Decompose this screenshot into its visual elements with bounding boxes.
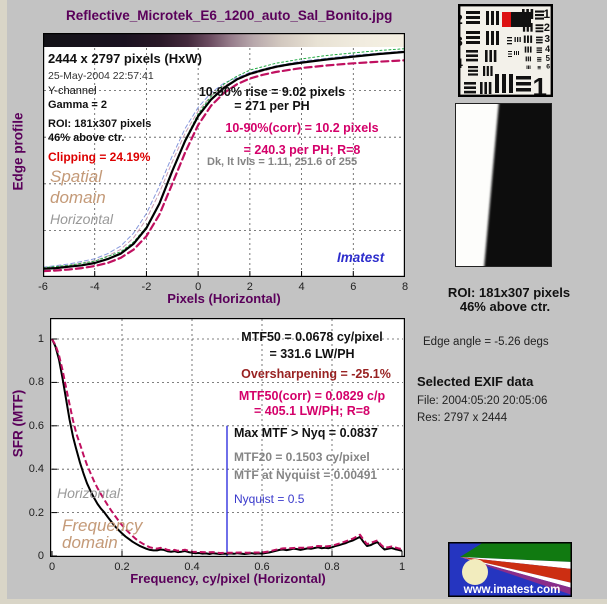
x-tick-label: 0 bbox=[195, 281, 202, 293]
svg-text:6: 6 bbox=[546, 64, 550, 71]
x-tick-label: 0.2 bbox=[114, 561, 130, 573]
y-tick-label: 1 bbox=[37, 333, 44, 345]
x-tick-label: 0.4 bbox=[184, 561, 200, 573]
gamma-text: Gamma = 2 bbox=[48, 99, 108, 111]
svg-text:1: 1 bbox=[543, 7, 550, 21]
y-tick-label: 0.8 bbox=[28, 376, 44, 389]
imatest-watermark: Imatest bbox=[337, 250, 385, 265]
x-tick-label: -2 bbox=[141, 281, 152, 293]
mtf20-text: MTF20 = 0.1503 cy/pixel bbox=[234, 450, 370, 464]
logo-url-text: www.imatest.com bbox=[463, 584, 561, 596]
frequency-domain-label-line1: Frequency bbox=[62, 516, 143, 535]
x-tick-label: 4 bbox=[298, 281, 305, 293]
roi-caption-line2: 46% above ctr. bbox=[459, 299, 551, 314]
mtf50-text-line2: = 331.6 LW/PH bbox=[269, 347, 355, 361]
svg-text:3: 3 bbox=[458, 33, 463, 49]
roi-caption-line1: ROI: 181x307 pixels bbox=[447, 285, 571, 300]
rise-corrected-text-line1: 10-90%(corr) = 10.2 pixels bbox=[225, 121, 379, 135]
clipping-text: Clipping = 24.19% bbox=[48, 150, 151, 164]
dark-light-levels-text: Dk, lt lvls = 1.11, 251.6 of 255 bbox=[207, 156, 358, 168]
y-tick-label: 0.2 bbox=[28, 506, 44, 519]
edge-profile-plot bbox=[43, 33, 405, 277]
x-tick-label: 1 bbox=[398, 561, 406, 573]
x-tick-label: 0.8 bbox=[324, 561, 340, 573]
exif-resolution-text: Res: 2797 x 2444 bbox=[417, 412, 508, 424]
mtf-plot-x-axis-label: Frequency, cy/pixel (Horizontal) bbox=[130, 571, 326, 586]
exif-header: Selected EXIF data bbox=[417, 374, 534, 389]
frequency-domain-label-line2: domain bbox=[62, 533, 118, 552]
y-tick-label: 0.4 bbox=[28, 463, 44, 476]
exif-file-text: File: 2004:05:20 20:05:06 bbox=[417, 395, 548, 407]
edge-plot-y-axis-label: Edge profile bbox=[10, 112, 26, 191]
edge-angle-text: Edge angle = -5.26 degs bbox=[423, 336, 549, 348]
rise-text-line2: = 271 per PH bbox=[234, 99, 310, 113]
window-edge-left bbox=[0, 0, 7, 604]
rise-corrected-text-line2: = 240.3 per PH; R=8 bbox=[243, 143, 361, 157]
mtf50-corrected-text-line1: MTF50(corr) = 0.0829 c/p bbox=[238, 389, 386, 403]
svg-text:2: 2 bbox=[458, 11, 463, 27]
logo-moon-icon bbox=[462, 559, 488, 585]
rise-text-line1: 10-90% rise = 9.02 pixels bbox=[198, 85, 346, 99]
max-mtf-text: Max MTF > Nyq = 0.0837 bbox=[234, 426, 378, 440]
y-tick-label: 0 bbox=[37, 550, 44, 562]
x-tick-label: 6 bbox=[350, 281, 357, 293]
channel-text: Y-channel bbox=[48, 85, 97, 97]
spatial-domain-label-line2: domain bbox=[50, 188, 106, 207]
x-tick-label: 0 bbox=[48, 561, 56, 573]
x-tick-label: 0.6 bbox=[254, 561, 270, 573]
svg-text:1: 1 bbox=[533, 72, 547, 97]
spatial-domain-label-line1: Spatial bbox=[50, 167, 102, 186]
roi-position-text: 46% above ctr. bbox=[48, 132, 125, 144]
mtf-orientation-label: Horizontal bbox=[57, 485, 121, 501]
image-size-text: 2444 x 2797 pixels (HxW) bbox=[48, 51, 202, 66]
nyquist-text: Nyquist = 0.5 bbox=[234, 492, 305, 506]
svg-text:3: 3 bbox=[544, 34, 550, 45]
mtf50-text-line1: MTF50 = 0.0678 cy/pixel bbox=[241, 330, 383, 344]
mtf50-corrected-text-line2: = 405.1 LW/PH; R=8 bbox=[253, 404, 371, 418]
oversharpening-text: Oversharpening = -25.1% bbox=[241, 367, 391, 381]
svg-text:4: 4 bbox=[458, 55, 463, 71]
window-edge-bottom bbox=[0, 599, 607, 604]
x-tick-label: 2 bbox=[246, 281, 253, 293]
edge-plot-x-axis-label: Pixels (Horizontal) bbox=[167, 291, 281, 306]
logo-purple-stripe bbox=[460, 557, 572, 595]
y-tick-label: 0.6 bbox=[28, 419, 44, 432]
roi-crop-image bbox=[455, 103, 552, 267]
sfr-mtf-plot bbox=[50, 318, 405, 557]
svg-text:5: 5 bbox=[546, 54, 551, 63]
x-tick-label: -6 bbox=[38, 281, 48, 293]
x-tick-label: 8 bbox=[401, 281, 409, 293]
edge-orientation-label: Horizontal bbox=[50, 211, 114, 227]
roi-text: ROI: 181x307 pixels bbox=[48, 118, 152, 130]
logo-green-stripe bbox=[460, 542, 572, 562]
svg-text:2: 2 bbox=[544, 22, 550, 34]
timestamp-text: 25-May-2004 22:57:41 bbox=[48, 70, 154, 82]
imatest-logo: www.imatest.com bbox=[448, 542, 572, 597]
svg-text:4: 4 bbox=[545, 44, 550, 54]
mtf-at-nyquist-text: MTF at Nyquist = 0.00491 bbox=[234, 468, 378, 482]
x-tick-label: -4 bbox=[89, 281, 100, 293]
page-title: Reflective_Microtek_E6_1200_auto_Sal_Bon… bbox=[66, 8, 393, 23]
